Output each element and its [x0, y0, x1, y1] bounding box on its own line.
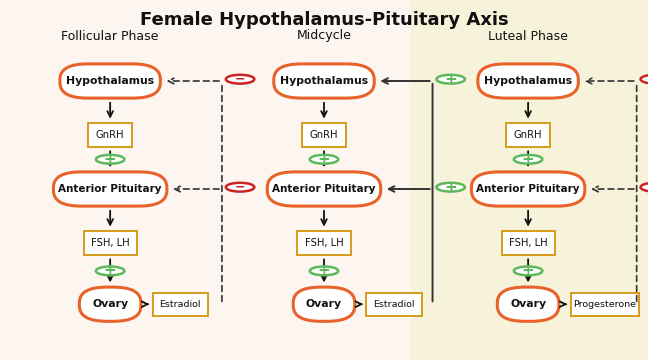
Text: Estradiol: Estradiol: [373, 300, 415, 309]
FancyBboxPatch shape: [302, 123, 346, 147]
Ellipse shape: [310, 266, 338, 275]
Text: Luteal Phase: Luteal Phase: [488, 30, 568, 42]
Text: Ovary: Ovary: [510, 299, 546, 309]
FancyBboxPatch shape: [153, 292, 207, 316]
FancyBboxPatch shape: [267, 172, 380, 206]
Ellipse shape: [437, 75, 465, 84]
Text: Anterior Pituitary: Anterior Pituitary: [58, 184, 162, 194]
Text: Hypothalamus: Hypothalamus: [484, 76, 572, 86]
Text: Midcycle: Midcycle: [297, 30, 351, 42]
Text: +: +: [522, 152, 535, 167]
FancyBboxPatch shape: [88, 123, 132, 147]
Text: Ovary: Ovary: [306, 299, 342, 309]
Text: +: +: [318, 152, 330, 167]
Text: FSH, LH: FSH, LH: [91, 238, 130, 248]
FancyBboxPatch shape: [273, 64, 375, 98]
FancyBboxPatch shape: [506, 123, 550, 147]
Text: Hypothalamus: Hypothalamus: [280, 76, 368, 86]
FancyBboxPatch shape: [80, 287, 141, 321]
FancyBboxPatch shape: [367, 292, 421, 316]
Text: GnRH: GnRH: [514, 130, 542, 140]
Text: −: −: [235, 73, 246, 86]
Text: Anterior Pituitary: Anterior Pituitary: [476, 184, 580, 194]
Text: GnRH: GnRH: [96, 130, 124, 140]
Text: +: +: [445, 180, 457, 195]
FancyBboxPatch shape: [60, 64, 160, 98]
Text: GnRH: GnRH: [310, 130, 338, 140]
FancyBboxPatch shape: [570, 292, 638, 316]
Text: Ovary: Ovary: [92, 299, 128, 309]
Text: Anterior Pituitary: Anterior Pituitary: [272, 184, 376, 194]
FancyBboxPatch shape: [411, 0, 648, 360]
FancyBboxPatch shape: [498, 287, 559, 321]
Text: +: +: [445, 72, 457, 87]
Ellipse shape: [437, 183, 465, 192]
Text: +: +: [522, 264, 535, 278]
FancyBboxPatch shape: [297, 231, 351, 255]
Text: FSH, LH: FSH, LH: [305, 238, 343, 248]
FancyBboxPatch shape: [53, 172, 167, 206]
Text: −: −: [235, 181, 246, 194]
Text: FSH, LH: FSH, LH: [509, 238, 548, 248]
FancyBboxPatch shape: [471, 172, 584, 206]
Text: Hypothalamus: Hypothalamus: [66, 76, 154, 86]
Ellipse shape: [96, 266, 124, 275]
Ellipse shape: [226, 75, 254, 84]
FancyBboxPatch shape: [502, 231, 555, 255]
Text: Progesterone: Progesterone: [573, 300, 636, 309]
Text: +: +: [104, 264, 117, 278]
Ellipse shape: [96, 155, 124, 164]
Ellipse shape: [640, 183, 648, 192]
FancyBboxPatch shape: [293, 287, 354, 321]
Text: Female Hypothalamus-Pituitary Axis: Female Hypothalamus-Pituitary Axis: [140, 11, 508, 29]
Text: +: +: [104, 152, 117, 167]
FancyBboxPatch shape: [478, 64, 578, 98]
Ellipse shape: [310, 155, 338, 164]
FancyBboxPatch shape: [84, 231, 137, 255]
Text: Follicular Phase: Follicular Phase: [62, 30, 159, 42]
Text: +: +: [318, 264, 330, 278]
Ellipse shape: [226, 183, 254, 192]
Text: Estradiol: Estradiol: [159, 300, 201, 309]
Ellipse shape: [640, 75, 648, 84]
Ellipse shape: [514, 155, 542, 164]
Ellipse shape: [514, 266, 542, 275]
